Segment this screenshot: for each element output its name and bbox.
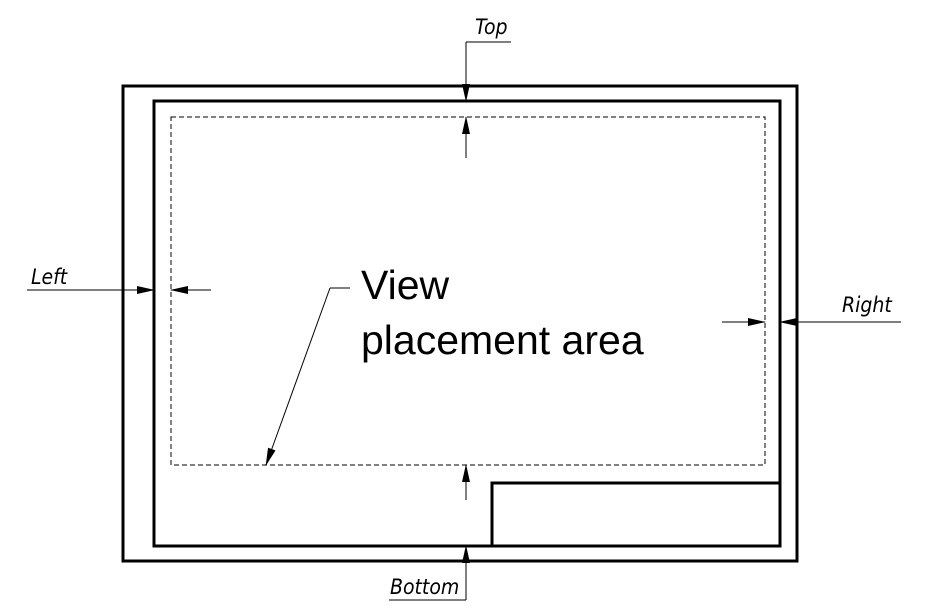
bottom-label: Bottom [390, 575, 459, 599]
view-placement-area-boundary [170, 116, 766, 466]
left-margin-dimension: Left [27, 265, 211, 294]
sheet-outer-border [121, 84, 799, 563]
right-label: Right [842, 293, 892, 317]
top-margin-dimension: Top [462, 15, 511, 158]
view-placement-label-line2: placement area [361, 317, 644, 363]
top-label: Top [475, 15, 508, 39]
view-placement-callout: View placement area [265, 262, 644, 466]
title-block [490, 481, 782, 548]
left-label: Left [31, 265, 68, 289]
view-placement-label-line1: View [361, 262, 450, 308]
callout-arrow [265, 287, 331, 466]
bottom-margin-dimension: Bottom [389, 464, 470, 601]
right-margin-dimension: Right [722, 293, 901, 326]
